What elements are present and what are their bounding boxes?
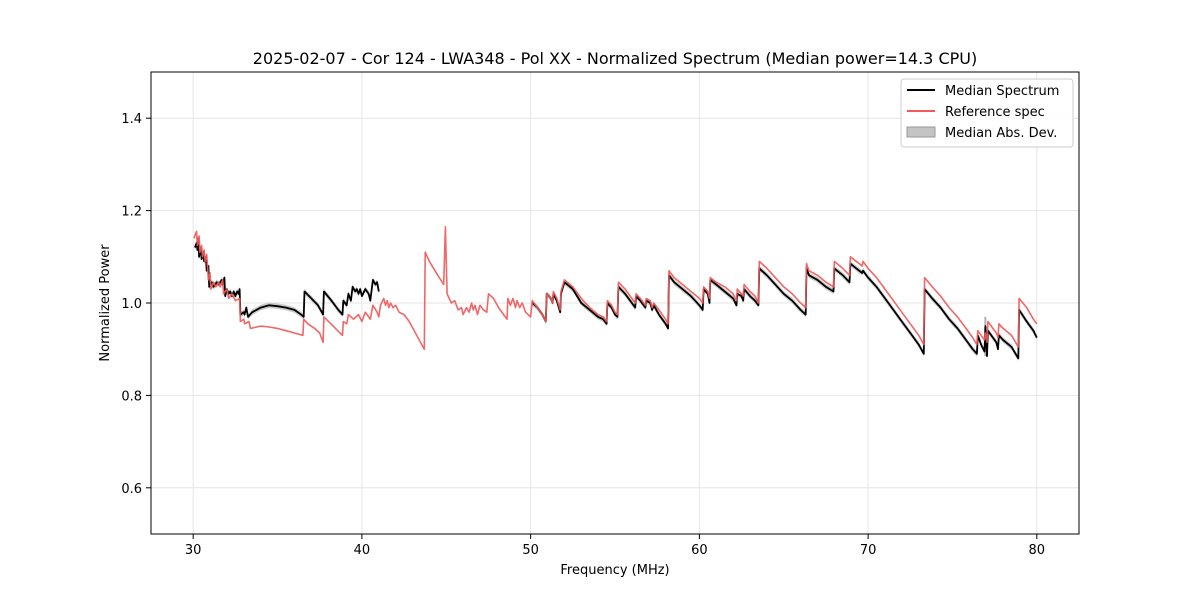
legend-label-reference: Reference spec bbox=[945, 105, 1045, 120]
x-tick-label: 70 bbox=[860, 543, 877, 558]
y-axis-ticks: 0.6 0.8 1.0 1.2 1.4 bbox=[121, 112, 151, 497]
x-axis-label: Frequency (MHz) bbox=[560, 563, 669, 578]
legend-frame bbox=[900, 78, 1074, 148]
x-tick-label: 40 bbox=[354, 543, 371, 558]
plot-area bbox=[150, 71, 1080, 535]
y-tick-label: 0.6 bbox=[121, 482, 142, 497]
legend-swatch-mad bbox=[906, 126, 936, 138]
x-tick-label: 50 bbox=[522, 543, 539, 558]
legend: Median Spectrum Reference spec Median Ab… bbox=[900, 78, 1074, 148]
x-tick-label: 60 bbox=[691, 543, 708, 558]
legend-label-median: Median Spectrum bbox=[945, 84, 1059, 99]
y-tick-label: 1.2 bbox=[121, 205, 142, 220]
chart-title: 2025-02-07 - Cor 124 - LWA348 - Pol XX -… bbox=[253, 49, 977, 68]
x-tick-label: 30 bbox=[185, 543, 202, 558]
legend-label-mad: Median Abs. Dev. bbox=[945, 126, 1057, 141]
y-tick-label: 1.4 bbox=[121, 112, 142, 127]
y-tick-label: 0.8 bbox=[121, 389, 142, 404]
x-axis-ticks: 30 40 50 60 70 80 bbox=[185, 534, 1045, 558]
y-axis-label: Normalized Power bbox=[98, 244, 113, 362]
reference-spec-line bbox=[193, 226, 1038, 351]
series-layer bbox=[193, 226, 1038, 360]
median-spectrum-line bbox=[194, 237, 380, 318]
y-tick-label: 1.0 bbox=[121, 297, 142, 312]
mad-band bbox=[532, 261, 1037, 362]
x-tick-label: 80 bbox=[1029, 543, 1046, 558]
